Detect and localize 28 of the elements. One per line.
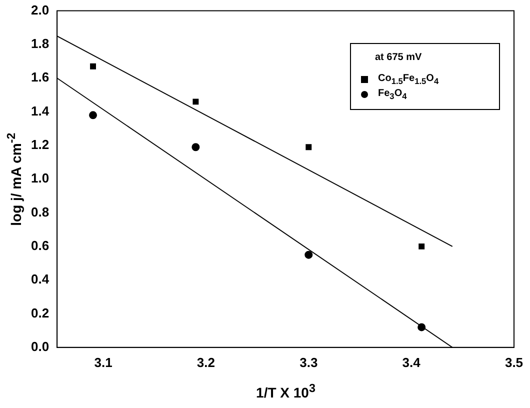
x-tick-label: 3.5 [504,354,524,370]
y-tick-label: 2.0 [30,2,50,18]
x-tick-label: 3.1 [94,354,112,370]
point [418,323,426,332]
y-tick-label: 0.8 [30,204,50,220]
point [192,98,199,105]
point [304,250,313,259]
y-tick-label: 0.6 [30,238,50,253]
point [306,144,312,150]
y-tick-label: 0.2 [30,305,50,320]
y-tick-label: 1.2 [30,137,50,152]
point [89,111,98,120]
legend-label: Co$_{1.5}$Fe$_{1.5}$O$_{4}$ [378,72,439,86]
y-tick-label: 0.0 [30,338,50,354]
y-tick-label: 1.8 [30,36,50,52]
x-tick-label: 3.4 [402,354,422,370]
x-tick-label: 3.3 [300,354,318,370]
y-tick-label: 1.6 [30,70,50,85]
y-tick-label: 1.0 [30,170,50,186]
x-axis-title: 1/T X 10$^{3}$ [256,382,316,401]
legend-title: at 675 mV [374,52,423,63]
legend-label: Fe$_{3}$O$_{4}$ [378,88,407,101]
point [418,243,425,250]
x-tick-label: 3.2 [196,354,215,370]
y-tick-label: 0.4 [30,272,50,287]
y-tick-label: 1.4 [30,103,50,118]
point [90,63,96,70]
point [192,143,200,152]
